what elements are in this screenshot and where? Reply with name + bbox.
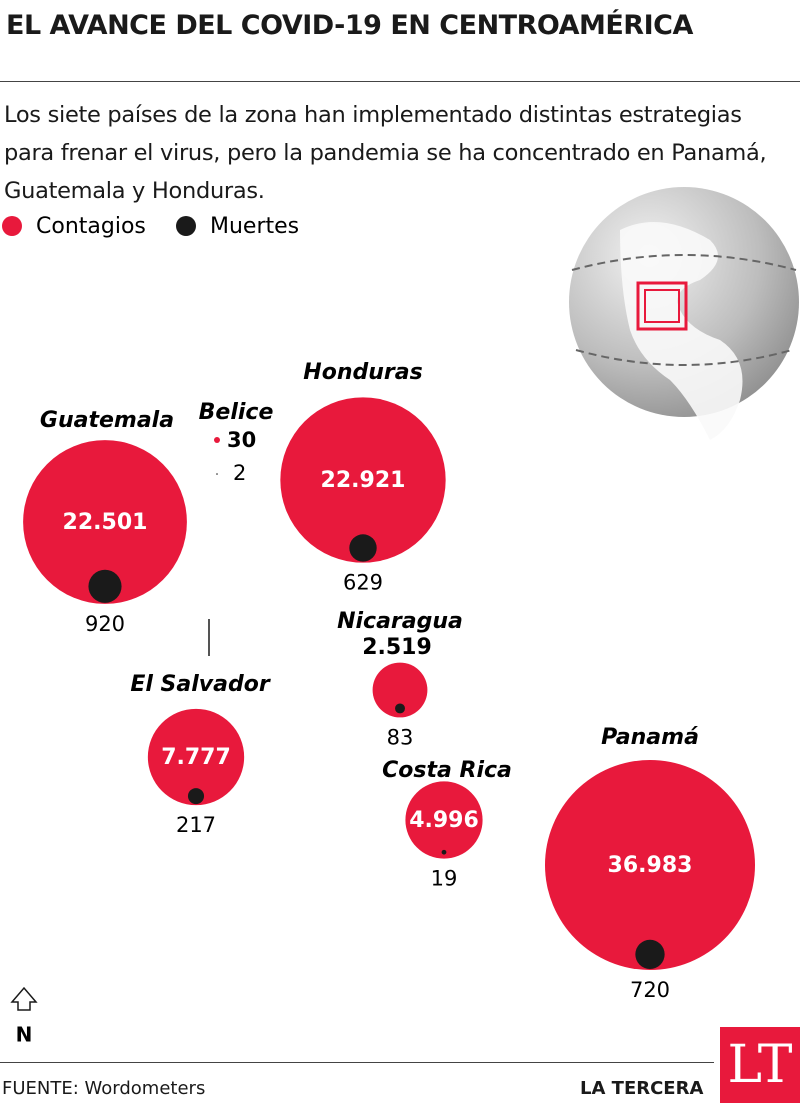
deaths-dot bbox=[216, 473, 218, 475]
deaths-label: 19 bbox=[431, 867, 458, 891]
cases-bubble bbox=[280, 397, 446, 563]
chart: N Contagios Muertes Guatemala 22.501 920 Beli… bbox=[2, 187, 799, 1047]
cases-bubble bbox=[372, 662, 428, 718]
cases-label: 36.983 bbox=[608, 853, 693, 878]
subtitle: Los siete países de la zona han implemen… bbox=[4, 102, 767, 204]
brand: LA TERCERA bbox=[580, 1078, 704, 1099]
cases-bubble bbox=[405, 781, 483, 859]
cases-label: 30 bbox=[227, 428, 256, 452]
cases-bubble bbox=[544, 759, 756, 971]
source: FUENTE: Wordometers bbox=[2, 1078, 206, 1099]
deaths-label: 720 bbox=[630, 978, 670, 1002]
deaths-label: 217 bbox=[176, 813, 216, 837]
cases-bubble bbox=[23, 440, 187, 604]
country-name: El Salvador bbox=[130, 672, 271, 697]
country-name: Panamá bbox=[601, 725, 699, 750]
north-label: N bbox=[16, 1023, 33, 1047]
deaths-dot bbox=[635, 939, 665, 970]
legend-label: Muertes bbox=[210, 214, 299, 239]
rule bbox=[0, 81, 800, 82]
cases-label: 22.501 bbox=[63, 510, 148, 535]
country-name: Nicaragua bbox=[337, 609, 463, 634]
legend-label: Contagios bbox=[36, 214, 146, 239]
logo: LT bbox=[720, 1027, 800, 1103]
deaths-dot bbox=[349, 534, 377, 562]
deaths-label: 920 bbox=[85, 612, 125, 636]
deaths-label: 83 bbox=[387, 725, 414, 749]
country-name: Honduras bbox=[303, 360, 422, 385]
deaths-dot bbox=[187, 788, 205, 805]
deaths-dot bbox=[395, 703, 405, 714]
rule bbox=[0, 1062, 714, 1063]
cases-label: 7.777 bbox=[161, 745, 231, 770]
cases-bubble bbox=[147, 708, 245, 806]
title: EL AVANCE DEL COVID-19 EN CENTROAMÉRICA bbox=[6, 10, 693, 41]
country-name: Guatemala bbox=[40, 408, 174, 433]
cases-label: 4.996 bbox=[409, 808, 479, 833]
cases-bubble bbox=[214, 437, 220, 443]
globe bbox=[569, 187, 799, 440]
country-name: Costa Rica bbox=[382, 758, 512, 783]
deaths-label: 2 bbox=[233, 461, 246, 485]
cases-label: 2.519 bbox=[362, 635, 432, 660]
deaths-dot bbox=[441, 849, 447, 855]
deaths-label: 629 bbox=[343, 571, 383, 595]
deaths-dot bbox=[88, 569, 122, 603]
cases-label: 22.921 bbox=[321, 468, 406, 493]
north-arrow bbox=[10, 986, 38, 1011]
legend-swatch bbox=[176, 216, 196, 236]
legend-swatch bbox=[2, 216, 22, 236]
country-name: Belice bbox=[199, 400, 274, 425]
